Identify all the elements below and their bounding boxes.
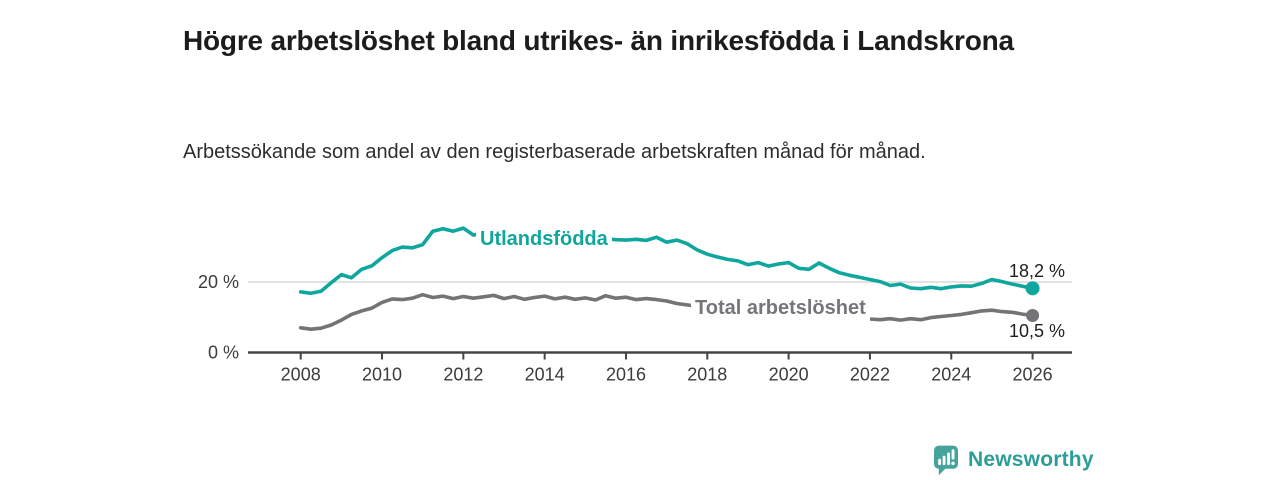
x-tick-label: 2014 (525, 365, 565, 385)
series-label-utlandsfodda: Utlandsfödda (476, 226, 612, 252)
x-tick-label: 2018 (687, 365, 727, 385)
x-tick-label: 2026 (1013, 365, 1053, 385)
end-value-label-total: 10,5 % (1008, 321, 1065, 341)
x-tick-label: 2024 (931, 365, 971, 385)
series-label-total-arbetsloshet: Total arbetslöshet (691, 295, 870, 321)
x-tick-label: 2010 (362, 365, 402, 385)
y-tick-label: 20 % (198, 272, 239, 292)
x-tick-label: 2020 (769, 365, 809, 385)
x-tick-label: 2008 (281, 365, 321, 385)
x-tick-label: 2012 (443, 365, 483, 385)
end-value-label-utlandsfodda: 18,2 % (1008, 261, 1065, 281)
x-tick-label: 2016 (606, 365, 646, 385)
y-tick-label: 0 % (208, 343, 239, 363)
newsworthy-logo: Newsworthy (932, 444, 1094, 476)
chart-title: Högre arbetslöshet bland utrikes- än inr… (183, 24, 1014, 56)
series-end-dot-utlandsfodda (1025, 281, 1040, 296)
series-line-total (298, 292, 1035, 332)
series-line-utlandsfodda (298, 226, 1035, 296)
chart-subtitle: Arbetssökande som andel av den registerb… (183, 141, 926, 163)
newsworthy-wordmark: Newsworthy (968, 448, 1094, 471)
newsworthy-bar-chart-icon (934, 445, 958, 476)
series-end-dot-total (1026, 308, 1040, 322)
x-tick-label: 2022 (850, 365, 890, 385)
